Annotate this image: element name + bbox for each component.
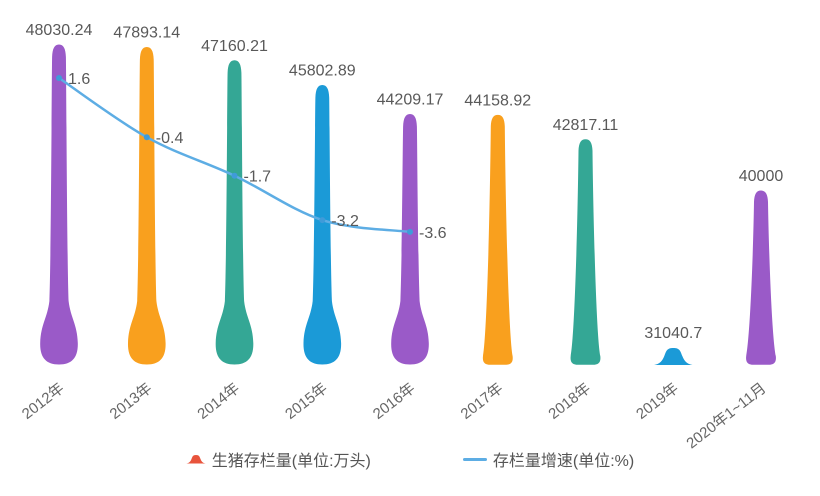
- line-value-label: -3.2: [331, 213, 359, 230]
- x-axis-label: 2015年: [282, 380, 331, 423]
- bar-2018年[interactable]: [570, 139, 601, 365]
- line-point[interactable]: [407, 228, 413, 235]
- legend-item-label: 存栏量增速(单位:%): [492, 453, 635, 470]
- pictorial-peak-icon: [186, 455, 206, 464]
- line-point[interactable]: [231, 172, 238, 179]
- line-value-label: -3.6: [419, 225, 447, 242]
- bar-value-label: 42817.11: [553, 117, 619, 134]
- line-point[interactable]: [56, 75, 62, 81]
- bar-value-label: 45802.89: [289, 63, 356, 80]
- x-axis-label: 2020年1~11月: [683, 380, 769, 453]
- x-axis-label: 2017年: [458, 380, 507, 423]
- line-point[interactable]: [319, 217, 326, 224]
- bar-2012年[interactable]: [40, 44, 78, 365]
- line-value-label: -0.4: [156, 130, 184, 147]
- bar-value-label: 31040.7: [644, 325, 702, 342]
- x-axis-label: 2018年: [545, 380, 594, 423]
- line-value-label: 1.6: [68, 71, 90, 88]
- bar-value-label: 47893.14: [113, 25, 180, 42]
- bar-value-label: 47160.21: [201, 38, 268, 55]
- line-value-label: -1.7: [244, 169, 272, 186]
- bar-2016年[interactable]: [391, 114, 429, 365]
- legend-item-growth[interactable]: 存栏量增速(单位:%): [462, 447, 635, 471]
- x-axis-label: 2016年: [370, 380, 419, 423]
- bar-2014年[interactable]: [215, 60, 254, 365]
- bar-value-label: 40000: [739, 168, 784, 185]
- bar-2015年[interactable]: [303, 85, 342, 365]
- line-icon: [462, 457, 487, 461]
- bar-2020年1~11月[interactable]: [746, 190, 776, 365]
- bar-2017年[interactable]: [482, 114, 513, 365]
- bar-2019年[interactable]: [654, 348, 693, 365]
- legend-item-label: 生猪存栏量(单位:万头): [211, 453, 371, 470]
- x-axis-label: 2019年: [633, 380, 682, 423]
- bar-value-label: 44158.92: [464, 92, 531, 109]
- x-axis-label: 2014年: [194, 380, 243, 423]
- line-point[interactable]: [143, 134, 150, 141]
- bar-value-label: 48030.24: [26, 22, 93, 39]
- legend-item-inventory[interactable]: 生猪存栏量(单位:万头): [186, 447, 371, 471]
- chart-legend: 生猪存栏量(单位:万头) 存栏量增速(单位:%): [0, 447, 820, 471]
- x-axis-label: 2012年: [19, 380, 68, 423]
- bar-2013年[interactable]: [127, 47, 166, 365]
- x-axis-label: 2013年: [107, 380, 156, 423]
- bar-value-label: 44209.17: [377, 92, 444, 109]
